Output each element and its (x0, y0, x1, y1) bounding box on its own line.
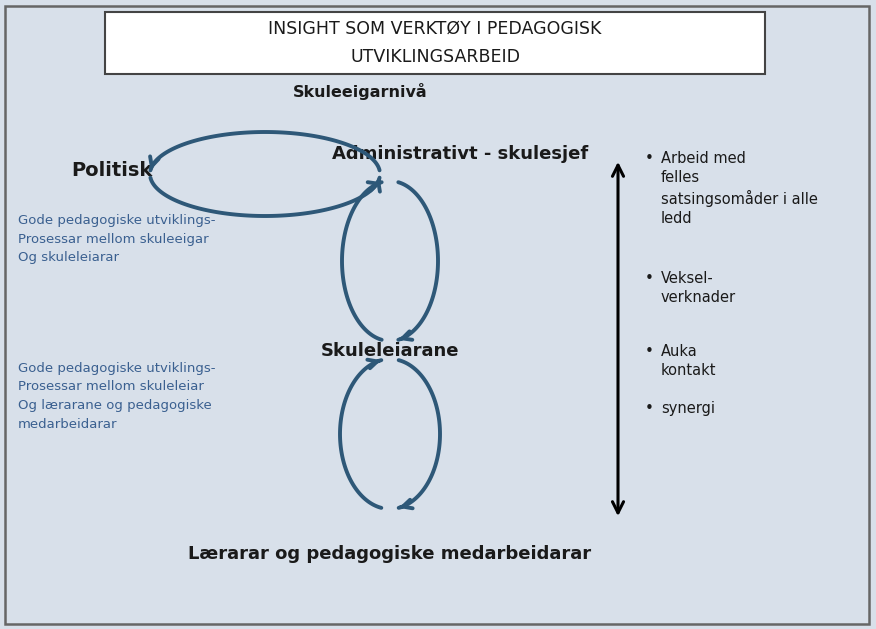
Text: Administrativt - skulesjef: Administrativt - skulesjef (332, 145, 588, 163)
Text: Skuleleiarane: Skuleleiarane (321, 342, 459, 360)
Text: Veksel-
verknader: Veksel- verknader (661, 271, 736, 305)
FancyBboxPatch shape (105, 12, 765, 74)
Text: Arbeid med
felles
satsingsomåder i alle
ledd: Arbeid med felles satsingsomåder i alle … (661, 151, 818, 226)
Text: •: • (645, 344, 653, 359)
FancyBboxPatch shape (5, 6, 869, 624)
Text: •: • (645, 401, 653, 416)
Text: Politisk: Politisk (71, 162, 152, 181)
Text: INSIGHT SOM VERKTØY I PEDAGOGISK: INSIGHT SOM VERKTØY I PEDAGOGISK (268, 20, 602, 38)
Text: •: • (645, 271, 653, 286)
Text: Lærarar og pedagogiske medarbeidarar: Lærarar og pedagogiske medarbeidarar (188, 545, 591, 563)
Text: Skuleeigarnivå: Skuleeigarnivå (293, 84, 427, 101)
Text: synergi: synergi (661, 401, 715, 416)
Text: Gode pedagogiske utviklings-
Prosessar mellom skuleleiar
Og lærarane og pedagogi: Gode pedagogiske utviklings- Prosessar m… (18, 362, 215, 430)
Text: •: • (645, 151, 653, 166)
Text: Gode pedagogiske utviklings-
Prosessar mellom skuleeigar
Og skuleleiarar: Gode pedagogiske utviklings- Prosessar m… (18, 214, 215, 264)
Text: Auka
kontakt: Auka kontakt (661, 344, 717, 378)
Text: UTVIKLINGSARBEID: UTVIKLINGSARBEID (350, 48, 520, 66)
